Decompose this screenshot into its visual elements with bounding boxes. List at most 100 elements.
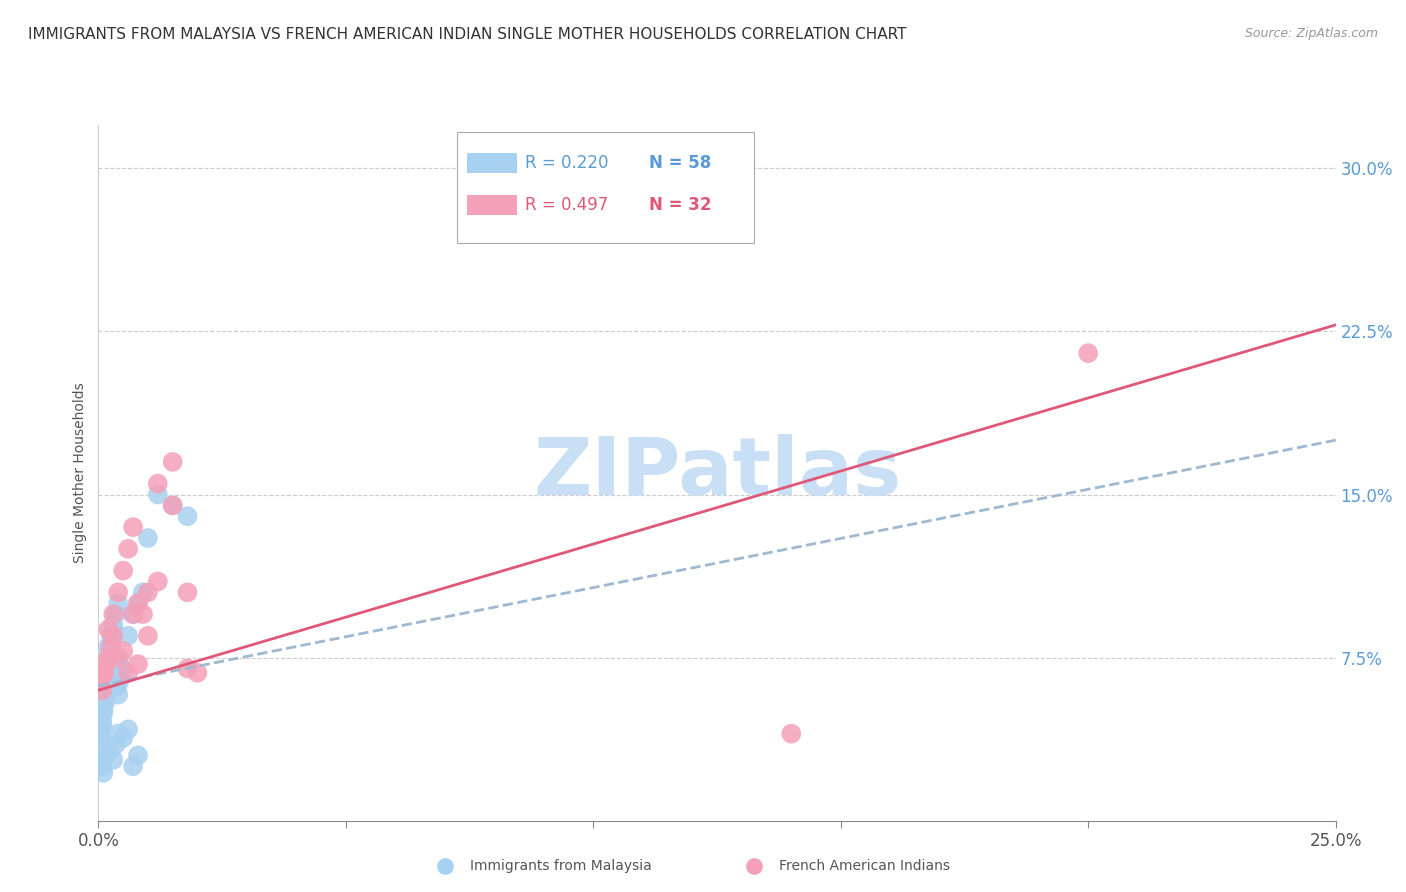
Point [176,585,198,599]
FancyBboxPatch shape [467,153,516,173]
Point [91,709,114,723]
Point [132,607,155,621]
Point [104,607,127,621]
Point [127,596,149,610]
Point [146,476,169,491]
Point [162,499,184,513]
Point [136,629,159,643]
Point [98,644,121,658]
Point [101,635,124,649]
Point [117,723,139,737]
Point [93,700,115,714]
Point [122,759,145,773]
Point [93,665,115,680]
Point [93,765,115,780]
Point [89,731,111,745]
Point [103,623,125,637]
Point [1077,346,1099,360]
Point [110,665,132,680]
Point [127,596,149,610]
Point [112,731,135,745]
Text: ZIPatlas: ZIPatlas [533,434,901,512]
Point [93,683,115,698]
Point [103,618,125,632]
Point [162,455,184,469]
Text: French American Indians: French American Indians [779,859,950,873]
Point [96,665,118,680]
Point [94,688,117,702]
Point [103,629,125,643]
Point [97,623,120,637]
Point [90,698,112,713]
Point [105,679,128,693]
Point [100,629,122,643]
Point [127,657,149,671]
Point [107,726,129,740]
Point [112,644,135,658]
Point [90,673,112,687]
Point [146,574,169,589]
Text: N = 32: N = 32 [650,196,711,214]
Text: R = 0.220: R = 0.220 [526,154,609,172]
Point [90,753,112,767]
Point [91,705,114,719]
Point [96,657,118,671]
Point [94,694,117,708]
Point [136,585,159,599]
Point [104,738,127,752]
Point [176,661,198,675]
Point [89,726,111,740]
Point [112,564,135,578]
Point [108,674,131,689]
Point [176,509,198,524]
Text: Source: ZipAtlas.com: Source: ZipAtlas.com [1244,27,1378,40]
Point [91,718,114,732]
Point [127,748,149,763]
Point [117,629,139,643]
Point [91,683,114,698]
Point [93,679,115,693]
Point [97,640,120,654]
Point [103,753,125,767]
Point [91,759,114,773]
Text: Immigrants from Malaysia: Immigrants from Malaysia [470,859,651,873]
Text: R = 0.497: R = 0.497 [526,196,609,214]
Point [103,607,125,621]
Point [107,688,129,702]
Point [90,715,112,730]
Point [100,673,122,687]
Point [162,499,184,513]
Point [112,661,135,675]
Text: N = 58: N = 58 [650,154,711,172]
Point [94,661,117,675]
FancyBboxPatch shape [467,195,516,215]
Point [117,665,139,680]
Point [107,657,129,671]
FancyBboxPatch shape [457,132,754,244]
Point [107,650,129,665]
Point [100,640,122,654]
Point [90,694,112,708]
Point [136,531,159,545]
Point [122,520,145,534]
Point [97,650,120,665]
Y-axis label: Single Mother Households: Single Mother Households [73,383,87,563]
Point [107,596,129,610]
Point [122,607,145,621]
Point [97,744,120,758]
Text: IMMIGRANTS FROM MALAYSIA VS FRENCH AMERICAN INDIAN SINGLE MOTHER HOUSEHOLDS CORR: IMMIGRANTS FROM MALAYSIA VS FRENCH AMERI… [28,27,907,42]
Point [117,541,139,556]
Point [97,650,120,665]
Point [146,487,169,501]
Point [91,673,114,687]
Point [93,705,115,719]
Point [93,688,115,702]
Point [780,726,803,740]
Point [93,665,115,680]
Point [94,657,117,671]
Point [132,585,155,599]
Point [90,723,112,737]
Point [186,665,208,680]
Point [94,748,117,763]
Point [103,665,125,680]
